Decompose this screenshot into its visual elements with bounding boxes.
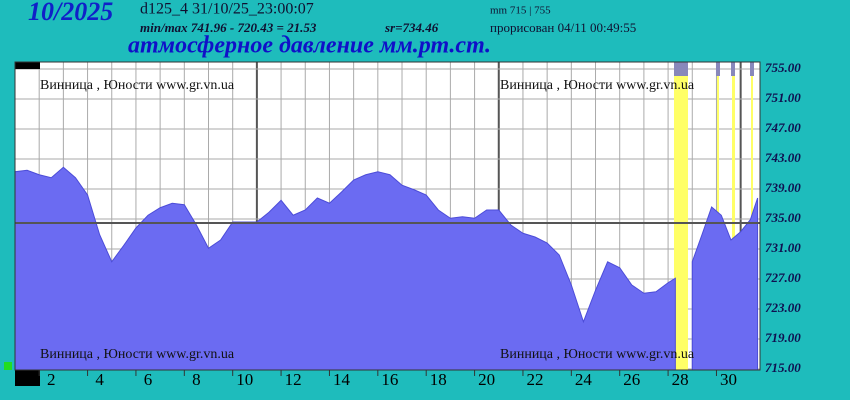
y-tick-label: 747.00 — [765, 120, 801, 135]
x-tick-label: 28 — [672, 370, 689, 389]
mean-label: sr=734.46 — [384, 20, 439, 35]
x-tick-label: 20 — [478, 370, 495, 389]
gap-marker — [674, 62, 688, 76]
y-tick-label: 727.00 — [765, 270, 801, 285]
plot-frame — [14, 61, 761, 371]
y-tick-label: 755.00 — [765, 60, 801, 75]
x-tick-label: 2 — [47, 370, 56, 389]
marks-layer: Винница , Юности www.gr.vn.ua Винница , Ю… — [14, 78, 760, 371]
x-tick-label: 12 — [285, 370, 302, 389]
gap-band — [732, 62, 735, 370]
gap-marker — [716, 62, 720, 76]
y-tick-label: 735.00 — [765, 210, 801, 225]
y-tick-label: 715.00 — [765, 360, 801, 375]
watermark: Винница , Юности www.gr.vn.ua — [40, 347, 235, 362]
y-tick-label: 731.00 — [765, 240, 801, 255]
minmax: min/max 741.96 - 720.43 = 21.53 — [140, 20, 317, 35]
x-tick-label: 24 — [575, 370, 593, 389]
x-tick-label: 16 — [381, 370, 398, 389]
station: d125_4 31/10/25_23:00:07 — [140, 1, 314, 18]
x-tick-label: 22 — [527, 370, 544, 389]
y-tick-label: 751.00 — [765, 90, 801, 105]
pressure-area — [691, 197, 759, 371]
x-tick-label: 4 — [95, 370, 104, 389]
x-tick-label: 6 — [144, 370, 153, 389]
watermark: Винница , Юности www.gr.vn.ua — [500, 347, 695, 362]
drawn-time: прорисован 04/11 00:49:55 — [490, 20, 636, 35]
gap-marker — [731, 62, 735, 76]
y-tick-label: 739.00 — [765, 180, 801, 195]
x-tick-label: 30 — [720, 370, 737, 389]
range-label: mm 715 | 755 — [490, 5, 551, 17]
x-tick-label: 26 — [623, 370, 640, 389]
corner-block — [15, 62, 40, 69]
gap-band — [674, 62, 688, 370]
x-tick-label: 10 — [236, 370, 253, 389]
x-tick-label: 14 — [333, 370, 351, 389]
chart-title: атмосферное давление мм.рт.ст. — [128, 33, 491, 59]
y-tick-label: 743.00 — [765, 150, 801, 165]
y-tick-label: 723.00 — [765, 300, 801, 315]
x-tick-label: 18 — [430, 370, 447, 389]
y-tick-label: 719.00 — [765, 330, 801, 345]
watermark: Винница , Юности www.gr.vn.ua — [500, 78, 695, 93]
month: 10/2025 — [28, 0, 113, 26]
pressure-area — [14, 166, 676, 371]
watermark: Винница , Юности www.gr.vn.ua — [40, 78, 235, 93]
corner-block — [15, 370, 40, 386]
status-square — [4, 362, 12, 370]
x-tick-label: 8 — [192, 370, 201, 389]
gap-marker — [750, 62, 754, 76]
